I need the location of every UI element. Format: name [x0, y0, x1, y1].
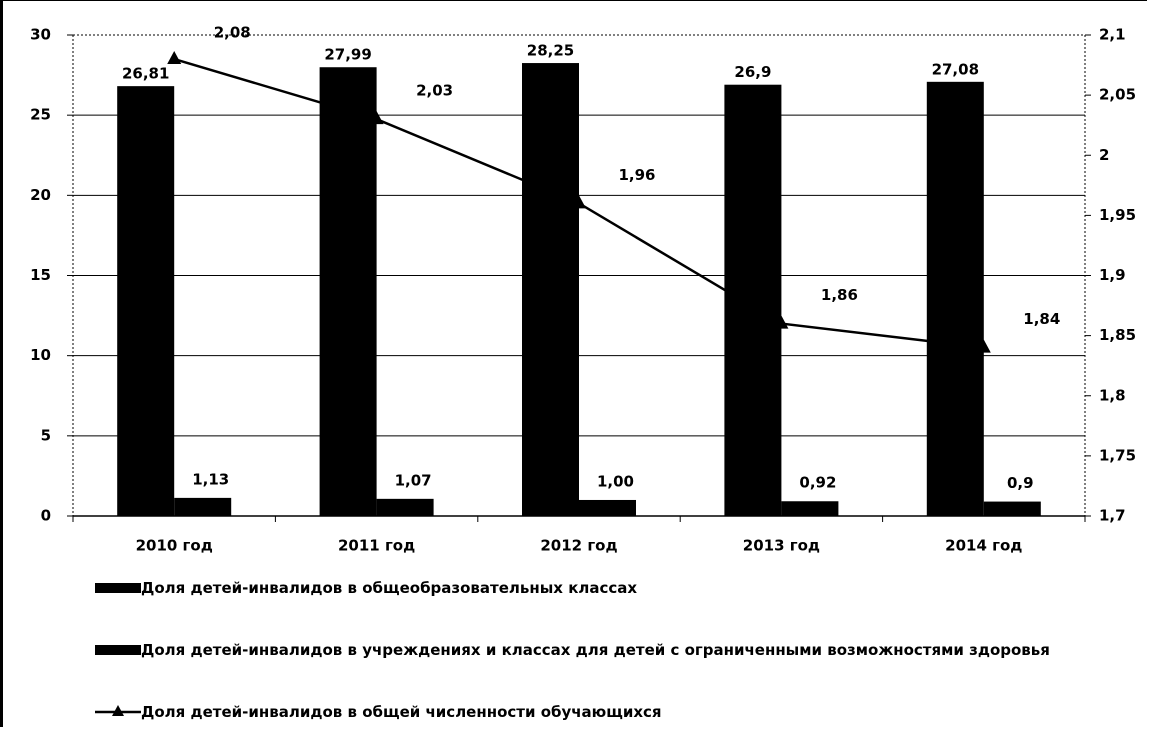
- y2-tick-label: 1,95: [1099, 206, 1136, 224]
- line-marker: [774, 315, 789, 329]
- line-value-label: 1,96: [618, 166, 655, 184]
- y-tick-label: 15: [30, 266, 51, 284]
- bar-value-label: 1,13: [192, 470, 229, 488]
- line-marker: [572, 195, 586, 209]
- bar: [724, 84, 782, 516]
- x-tick-label: 2011 год: [338, 537, 415, 555]
- legend-label: Доля детей-инвалидов в учреждениях и кла…: [141, 641, 1050, 659]
- y2-tick-label: 1,7: [1099, 507, 1126, 525]
- bar: [926, 81, 984, 517]
- legend-item: Доля детей-инвалидов в общей численности…: [95, 702, 1071, 722]
- legend-key: [95, 583, 141, 593]
- y-tick-label: 10: [30, 346, 51, 364]
- legend-item: Доля детей-инвалидов в учреждениях и кла…: [95, 640, 1071, 660]
- line-value-label: 2,08: [214, 24, 251, 42]
- bar: [174, 497, 232, 516]
- line-marker: [167, 51, 182, 65]
- bar-value-label: 0,92: [799, 474, 836, 492]
- x-tick-label: 2012 год: [540, 537, 617, 555]
- bar-value-label: 26,81: [122, 65, 169, 83]
- bar: [781, 501, 839, 516]
- legend-marker: [112, 705, 124, 716]
- line-value-label: 2,03: [416, 82, 453, 100]
- y-tick-label: 25: [30, 106, 51, 124]
- bar: [522, 63, 579, 516]
- y2-tick-label: 1,8: [1099, 386, 1126, 404]
- bar-value-label: 26,9: [734, 63, 771, 81]
- y2-tick-label: 1,75: [1099, 446, 1136, 464]
- x-tick-label: 2010 год: [136, 537, 213, 555]
- bar-value-label: 1,07: [395, 471, 432, 489]
- bar-value-label: 0,9: [1007, 474, 1034, 492]
- chart: 0 5 10 15 20 25 30 1,7 1,75 1,8 1,85 1,9 1,95 2 2,05 2,…: [30, 24, 1136, 555]
- legend-item: Доля детей-инвалидов в общеобразовательн…: [95, 578, 1071, 598]
- legend-key: [95, 645, 141, 655]
- bar-value-label: 27,08: [932, 60, 979, 78]
- line-value-label: 1,86: [821, 286, 858, 304]
- bar: [983, 501, 1041, 516]
- y2-tick-label: 1,9: [1099, 266, 1126, 284]
- y2-tick-label: 2,1: [1099, 26, 1126, 44]
- y-tick-label: 0: [41, 507, 51, 525]
- y-tick-label: 30: [30, 26, 51, 44]
- x-tick-label: 2013 год: [743, 537, 820, 555]
- line-marker: [976, 339, 991, 353]
- bar-value-label: 27,99: [324, 46, 371, 64]
- bar: [579, 499, 636, 516]
- bar-value-label: 1,00: [597, 472, 634, 490]
- legend-swatch: [95, 583, 141, 593]
- bar: [117, 86, 175, 516]
- line-value-label: 1,84: [1023, 310, 1060, 328]
- x-tick-label: 2014 год: [945, 537, 1022, 555]
- bar: [319, 67, 377, 517]
- legend-label: Доля детей-инвалидов в общеобразовательн…: [141, 579, 638, 597]
- y-tick-label: 20: [30, 186, 51, 204]
- bar: [376, 498, 434, 516]
- line-marker: [369, 111, 384, 125]
- y-tick-label: 5: [41, 426, 51, 444]
- legend-label: Доля детей-инвалидов в общей численности…: [141, 703, 662, 721]
- bar-value-label: 28,25: [527, 42, 574, 60]
- legend-swatch: [95, 645, 141, 655]
- y2-tick-label: 2,05: [1099, 86, 1136, 104]
- legend-key: [95, 705, 141, 716]
- y2-tick-label: 1,85: [1099, 326, 1136, 344]
- y2-tick-label: 2: [1099, 146, 1109, 164]
